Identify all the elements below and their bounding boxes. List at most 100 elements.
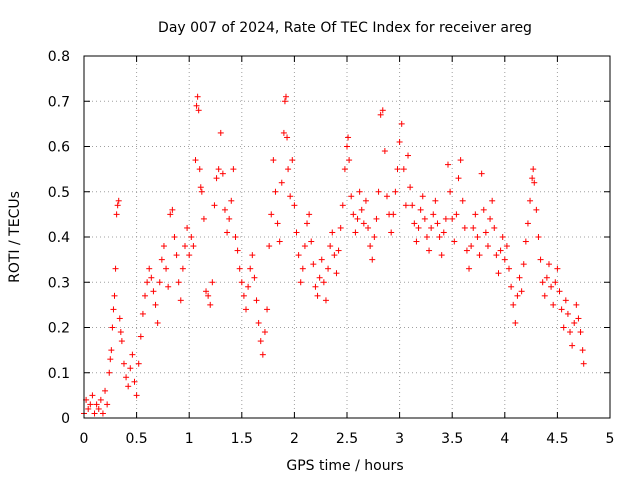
data-point — [207, 301, 214, 308]
data-point — [438, 252, 445, 259]
y-tick-label: 0 — [61, 411, 70, 427]
data-point — [116, 315, 123, 322]
data-point — [398, 120, 405, 127]
data-point — [436, 234, 443, 240]
data-point — [503, 243, 510, 250]
data-point — [482, 229, 489, 236]
y-tick-label: 0.2 — [48, 321, 70, 337]
data-point — [93, 401, 100, 408]
data-point — [215, 166, 222, 173]
data-point — [348, 193, 355, 200]
data-point — [491, 224, 498, 231]
data-point — [556, 288, 563, 295]
data-point — [487, 215, 494, 222]
data-point — [230, 166, 237, 173]
data-point — [221, 206, 228, 213]
data-point — [97, 396, 104, 403]
data-point — [203, 288, 210, 295]
data-point — [516, 274, 523, 281]
data-point — [306, 211, 313, 218]
data-point — [440, 229, 447, 236]
y-axis-label: ROTI / TECUs — [7, 191, 23, 283]
data-point — [247, 265, 254, 272]
data-point — [495, 270, 502, 277]
data-point — [575, 315, 582, 322]
data-point — [512, 319, 519, 326]
data-point — [238, 279, 245, 286]
data-point — [564, 310, 571, 317]
data-point — [268, 211, 275, 218]
y-tick-labels: 0 0.1 0.2 0.3 0.4 0.5 0.6 0.7 0.8 — [48, 49, 70, 427]
data-point — [331, 252, 338, 259]
data-point — [117, 329, 124, 336]
data-point — [184, 224, 191, 231]
data-point — [272, 188, 279, 195]
data-point — [371, 234, 378, 240]
data-point — [205, 292, 212, 299]
data-point — [345, 134, 352, 141]
data-point — [577, 329, 584, 336]
data-point — [188, 234, 195, 240]
data-point — [580, 360, 587, 367]
data-point — [177, 297, 184, 304]
data-point — [125, 383, 132, 390]
data-point — [329, 229, 336, 236]
data-point — [527, 197, 534, 204]
data-point — [245, 283, 252, 290]
data-point — [169, 206, 176, 213]
y-tick-label: 0.8 — [48, 49, 70, 65]
data-point — [211, 202, 218, 209]
data-point — [379, 107, 386, 114]
data-point — [163, 265, 170, 272]
data-point — [506, 265, 513, 272]
data-point — [421, 215, 428, 222]
axis-ticks — [83, 55, 611, 419]
data-point — [173, 252, 180, 259]
data-point — [111, 292, 118, 299]
data-point — [543, 274, 550, 281]
data-point — [552, 279, 559, 286]
data-point — [346, 157, 353, 164]
data-point — [411, 220, 418, 227]
x-tick-label: 0 — [80, 431, 89, 447]
data-point — [255, 319, 262, 326]
data-point — [350, 211, 357, 218]
data-point — [167, 211, 174, 218]
data-point — [314, 292, 321, 299]
data-point — [579, 347, 586, 354]
data-point — [194, 93, 201, 100]
data-point — [251, 274, 258, 281]
data-point — [179, 265, 186, 272]
data-point — [362, 197, 369, 204]
data-point — [142, 292, 149, 299]
data-point — [299, 265, 306, 272]
data-point — [476, 252, 483, 259]
data-point — [535, 234, 542, 240]
data-point — [459, 197, 466, 204]
data-point — [87, 401, 94, 408]
data-point — [497, 247, 504, 254]
data-point — [112, 265, 119, 272]
chart-title: Day 007 of 2024, Rate Of TEC Index for r… — [158, 20, 532, 36]
data-point — [489, 197, 496, 204]
data-point — [388, 229, 395, 236]
data-point — [146, 265, 153, 272]
data-point — [529, 175, 536, 182]
data-point — [107, 356, 114, 363]
x-tick-label: 2 — [290, 431, 299, 447]
data-point — [508, 283, 515, 290]
data-point — [461, 224, 468, 231]
data-point — [196, 166, 203, 173]
data-point — [510, 301, 517, 308]
data-point — [133, 392, 140, 399]
data-point — [518, 288, 525, 295]
data-point — [344, 143, 350, 150]
data-point — [232, 234, 239, 240]
x-tick-label: 3.5 — [441, 431, 463, 447]
data-point — [335, 247, 342, 254]
data-point — [131, 378, 138, 385]
data-point — [356, 188, 363, 195]
data-point — [339, 202, 346, 209]
data-point — [455, 175, 462, 182]
